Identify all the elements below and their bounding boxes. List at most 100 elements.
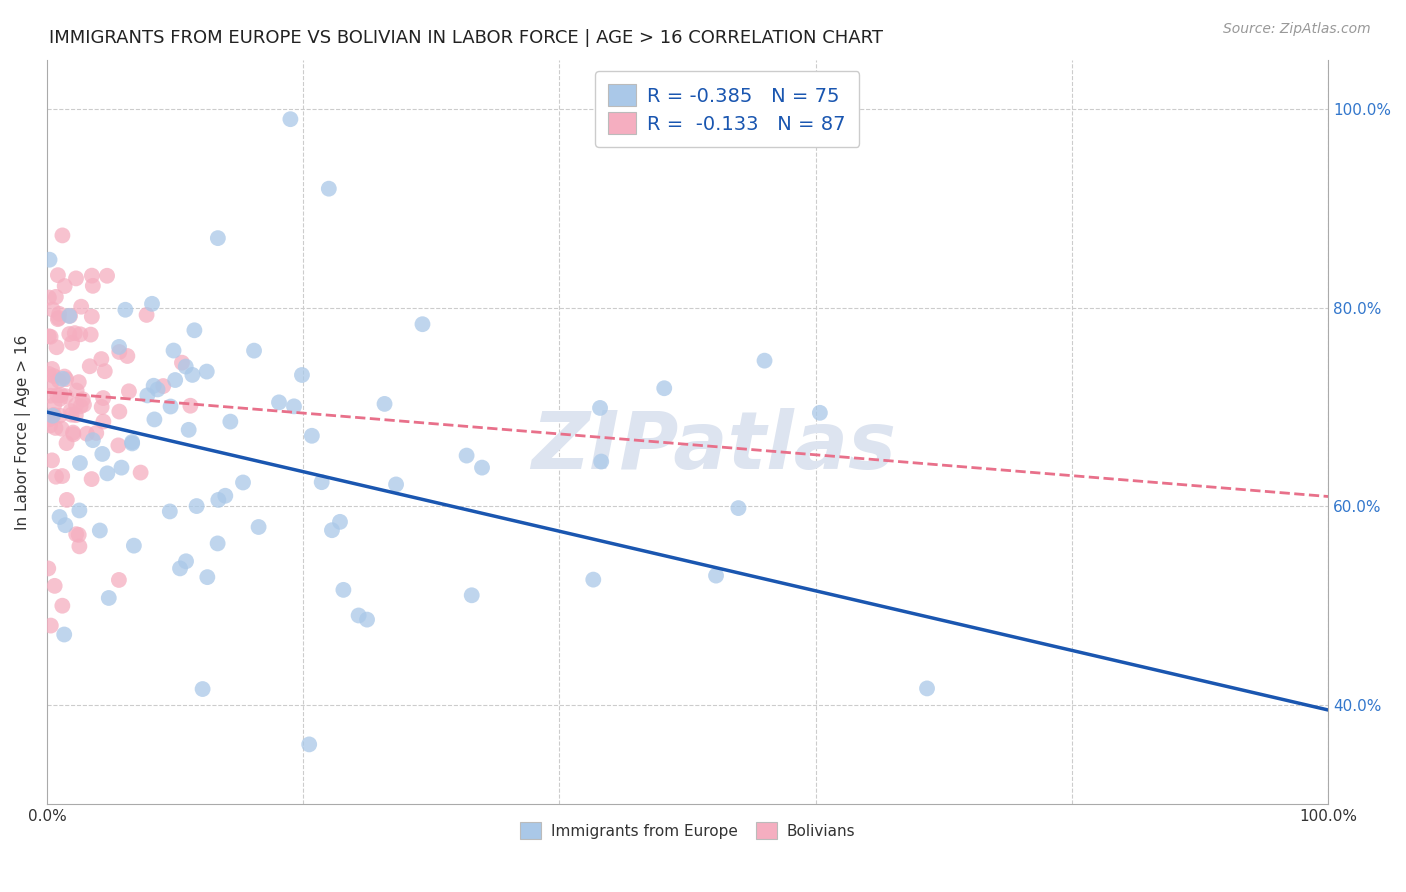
Point bbox=[45, 290, 67, 304]
Point bbox=[191, 681, 214, 696]
Point bbox=[46, 312, 69, 326]
Point bbox=[62, 425, 84, 440]
Point bbox=[114, 302, 136, 317]
Point bbox=[67, 540, 90, 554]
Point bbox=[183, 323, 205, 337]
Point bbox=[808, 406, 831, 420]
Point bbox=[53, 279, 76, 293]
Point bbox=[107, 438, 129, 452]
Point bbox=[38, 367, 60, 381]
Point bbox=[219, 415, 242, 429]
Point bbox=[59, 309, 82, 323]
Point bbox=[72, 392, 94, 407]
Point bbox=[55, 436, 77, 450]
Point bbox=[84, 425, 107, 440]
Point bbox=[53, 518, 76, 533]
Point bbox=[42, 369, 65, 384]
Point bbox=[169, 561, 191, 575]
Point bbox=[108, 340, 131, 354]
Point bbox=[129, 466, 152, 480]
Point bbox=[52, 372, 75, 386]
Point bbox=[207, 492, 229, 507]
Point bbox=[44, 579, 66, 593]
Point bbox=[69, 327, 91, 342]
Point bbox=[80, 268, 103, 283]
Point bbox=[38, 252, 60, 267]
Point bbox=[39, 389, 62, 403]
Point bbox=[59, 404, 82, 418]
Point bbox=[456, 449, 478, 463]
Point bbox=[80, 310, 103, 324]
Point bbox=[51, 599, 73, 613]
Point bbox=[135, 308, 157, 322]
Point bbox=[214, 489, 236, 503]
Point bbox=[76, 426, 98, 441]
Point bbox=[60, 408, 83, 422]
Point bbox=[49, 388, 72, 402]
Point bbox=[41, 362, 63, 376]
Point bbox=[143, 412, 166, 426]
Point bbox=[94, 364, 117, 378]
Point bbox=[80, 327, 103, 342]
Point bbox=[96, 268, 118, 283]
Point bbox=[589, 401, 612, 415]
Point bbox=[108, 345, 131, 359]
Point bbox=[142, 378, 165, 392]
Point bbox=[38, 329, 60, 343]
Point bbox=[152, 379, 174, 393]
Point bbox=[471, 460, 494, 475]
Point bbox=[60, 335, 83, 350]
Point bbox=[48, 510, 70, 524]
Point bbox=[652, 381, 675, 395]
Point bbox=[122, 539, 145, 553]
Point bbox=[121, 436, 143, 450]
Point bbox=[39, 618, 62, 632]
Point bbox=[55, 389, 77, 403]
Point bbox=[174, 554, 197, 568]
Point bbox=[42, 409, 65, 423]
Point bbox=[70, 300, 93, 314]
Point bbox=[146, 383, 169, 397]
Point bbox=[49, 392, 72, 406]
Point bbox=[37, 561, 59, 575]
Point bbox=[174, 359, 197, 374]
Point bbox=[39, 377, 62, 392]
Point bbox=[159, 504, 181, 518]
Point bbox=[582, 573, 605, 587]
Point bbox=[186, 499, 208, 513]
Point bbox=[38, 291, 60, 305]
Point bbox=[321, 523, 343, 537]
Point bbox=[332, 582, 354, 597]
Point bbox=[62, 427, 84, 442]
Point bbox=[356, 613, 378, 627]
Point bbox=[46, 268, 69, 282]
Point bbox=[177, 423, 200, 437]
Point bbox=[915, 681, 938, 696]
Point bbox=[121, 435, 143, 450]
Point bbox=[141, 297, 163, 311]
Point bbox=[42, 408, 65, 422]
Point bbox=[267, 395, 290, 409]
Point bbox=[754, 353, 776, 368]
Point bbox=[56, 492, 79, 507]
Point bbox=[108, 573, 131, 587]
Point bbox=[51, 228, 73, 243]
Point bbox=[58, 326, 80, 341]
Point bbox=[118, 384, 141, 399]
Point bbox=[65, 527, 87, 541]
Point bbox=[79, 359, 101, 374]
Point bbox=[591, 454, 613, 468]
Point bbox=[207, 231, 229, 245]
Point bbox=[46, 388, 69, 402]
Point bbox=[53, 627, 76, 641]
Point bbox=[48, 409, 70, 423]
Point bbox=[90, 400, 112, 414]
Point bbox=[73, 398, 96, 412]
Point bbox=[53, 369, 76, 384]
Text: ZIPatlas: ZIPatlas bbox=[530, 408, 896, 486]
Point bbox=[291, 368, 314, 382]
Point bbox=[91, 391, 114, 405]
Point bbox=[329, 515, 352, 529]
Point bbox=[301, 429, 323, 443]
Point bbox=[45, 340, 67, 354]
